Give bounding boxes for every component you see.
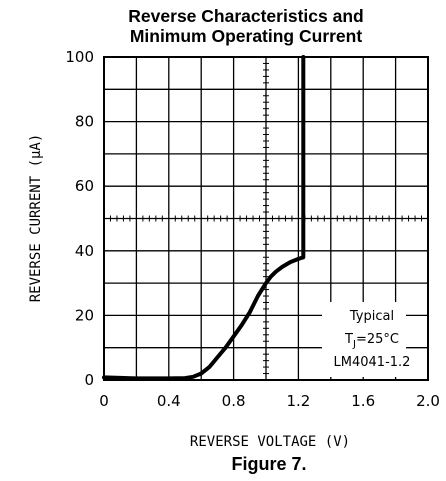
y-tick-labels: 0 20 40 60 80 100 [65,48,94,389]
figure-label: Figure 7. [231,454,306,474]
annotation-temperature: TJ=25°C [344,332,399,350]
y-tick-label: 100 [65,48,94,66]
y-tick-label: 20 [75,306,94,324]
annotation-typical: Typical [349,309,394,324]
x-tick-label: 0.8 [222,392,246,410]
plot-frame [103,56,429,381]
x-axis-label: REVERSE VOLTAGE (V) [190,434,350,450]
x-tick-label: 1.2 [286,392,310,410]
x-tick-label: 2.0 [416,392,440,410]
chart-title-line-2: Minimum Operating Current [130,26,363,46]
x-tick-label: 0.4 [157,392,181,410]
annotation-background [322,302,406,377]
y-axis-label: REVERSE CURRENT (µA) [28,134,44,303]
annotation-temperature-t: T [344,332,353,347]
annotation-temperature-sub: J [352,339,356,350]
y-tick-label: 40 [75,242,94,260]
y-tick-label: 80 [75,113,94,131]
series-line [102,55,306,381]
y-tick-label: 60 [75,177,94,195]
annotation-box: Typical TJ=25°C LM4041-1.2 [322,302,410,377]
x-tick-label: 0 [99,392,109,410]
x-tick-label: 1.6 [351,392,375,410]
annotation-temperature-value: =25°C [356,332,399,347]
annotation-device: LM4041-1.2 [334,355,411,370]
minor-ticks [109,62,423,375]
y-tick-label: 0 [84,371,94,389]
x-tick-labels: 0 0.4 0.8 1.2 1.6 2.0 [99,392,440,410]
chart-title-line-1: Reverse Characteristics and [128,6,363,26]
